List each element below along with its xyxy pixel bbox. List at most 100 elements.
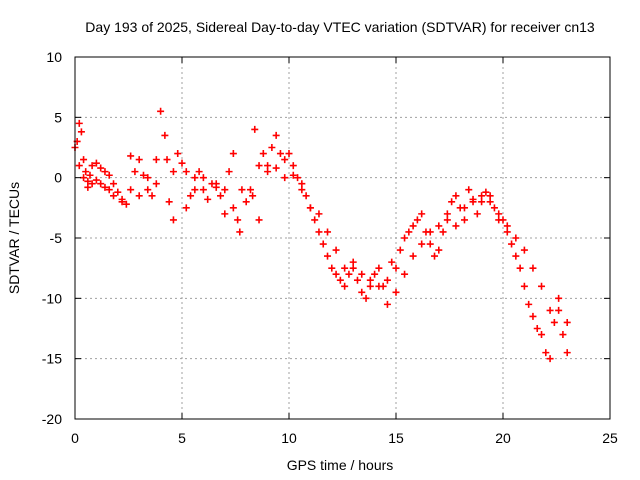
- chart-title: Day 193 of 2025, Sidereal Day-to-day VTE…: [85, 19, 595, 35]
- data-point: [251, 125, 259, 133]
- data-point: [401, 234, 409, 242]
- data-point: [306, 204, 314, 212]
- data-point: [92, 176, 100, 184]
- data-point: [366, 276, 374, 284]
- data-point: [490, 204, 498, 212]
- data-point: [315, 228, 323, 236]
- data-point: [169, 168, 177, 176]
- data-point: [225, 168, 233, 176]
- data-point: [255, 216, 263, 224]
- data-point: [97, 164, 105, 172]
- data-point: [110, 192, 118, 200]
- data-point: [482, 188, 490, 196]
- data-point: [77, 128, 85, 136]
- data-point: [221, 186, 229, 194]
- data-point: [259, 150, 267, 158]
- data-point: [268, 144, 276, 151]
- data-point: [84, 177, 92, 185]
- data-point: [452, 222, 460, 230]
- data-point: [88, 180, 96, 188]
- data-point: [289, 162, 297, 170]
- data-point: [332, 270, 340, 278]
- data-point: [294, 174, 302, 182]
- y-tick-label: 10: [46, 49, 62, 65]
- data-point: [546, 355, 554, 363]
- data-point: [88, 162, 96, 170]
- data-point: [229, 204, 237, 212]
- data-point: [249, 192, 257, 200]
- data-point: [392, 264, 400, 272]
- data-point: [264, 162, 272, 170]
- data-point: [508, 240, 516, 248]
- data-point: [439, 228, 447, 236]
- data-point: [302, 192, 310, 200]
- data-point: [157, 107, 165, 115]
- data-point: [435, 246, 443, 254]
- data-point: [144, 186, 152, 194]
- data-point: [332, 246, 340, 254]
- grid: [75, 57, 610, 419]
- data-point: [165, 198, 173, 206]
- data-point: [144, 174, 152, 182]
- data-point: [529, 312, 537, 320]
- data-point: [127, 152, 135, 160]
- data-point: [221, 210, 229, 218]
- data-point: [229, 150, 237, 158]
- data-point: [75, 162, 83, 170]
- data-point: [383, 276, 391, 284]
- data-point: [324, 252, 332, 260]
- data-point: [563, 349, 571, 357]
- data-point: [319, 240, 327, 248]
- data-point: [538, 331, 546, 339]
- data-point: [341, 282, 349, 290]
- data-point: [289, 171, 297, 179]
- y-tick-label: 5: [54, 109, 62, 125]
- data-point: [443, 216, 451, 224]
- data-point: [431, 252, 439, 260]
- data-point: [426, 240, 434, 248]
- data-point: [97, 180, 105, 188]
- data-point: [550, 318, 558, 326]
- data-point: [512, 252, 520, 260]
- data-point: [236, 228, 244, 236]
- data-point: [182, 168, 190, 176]
- data-point: [520, 246, 528, 254]
- data-point: [409, 252, 417, 260]
- data-point: [542, 349, 550, 357]
- data-point: [285, 150, 293, 158]
- data-point: [448, 198, 456, 206]
- data-point: [486, 192, 494, 200]
- data-point: [199, 174, 207, 182]
- data-point: [324, 228, 332, 236]
- data-point: [174, 150, 182, 158]
- data-point: [520, 282, 528, 290]
- data-point: [234, 216, 242, 224]
- data-point: [191, 186, 199, 194]
- data-point: [345, 270, 353, 278]
- data-point: [375, 282, 383, 290]
- data-point: [555, 306, 563, 314]
- data-point: [315, 210, 323, 218]
- data-point: [409, 222, 417, 230]
- axis-ticks: [74, 56, 611, 420]
- data-point: [152, 156, 160, 164]
- data-point: [460, 216, 468, 224]
- data-point: [443, 210, 451, 218]
- data-point: [75, 119, 83, 127]
- data-point: [114, 188, 122, 196]
- data-point: [375, 264, 383, 272]
- x-tick-label: 25: [602, 430, 618, 446]
- data-point: [110, 180, 118, 188]
- y-tick-label: -5: [50, 230, 63, 246]
- data-point: [495, 210, 503, 218]
- data-point: [148, 192, 156, 200]
- data-point: [92, 159, 100, 167]
- data-point: [435, 222, 443, 230]
- x-tick-label: 0: [71, 430, 79, 446]
- data-point: [80, 174, 88, 182]
- data-point: [328, 264, 336, 272]
- data-point: [401, 270, 409, 278]
- data-point: [163, 156, 171, 164]
- data-point: [533, 325, 541, 332]
- data-point: [169, 216, 177, 224]
